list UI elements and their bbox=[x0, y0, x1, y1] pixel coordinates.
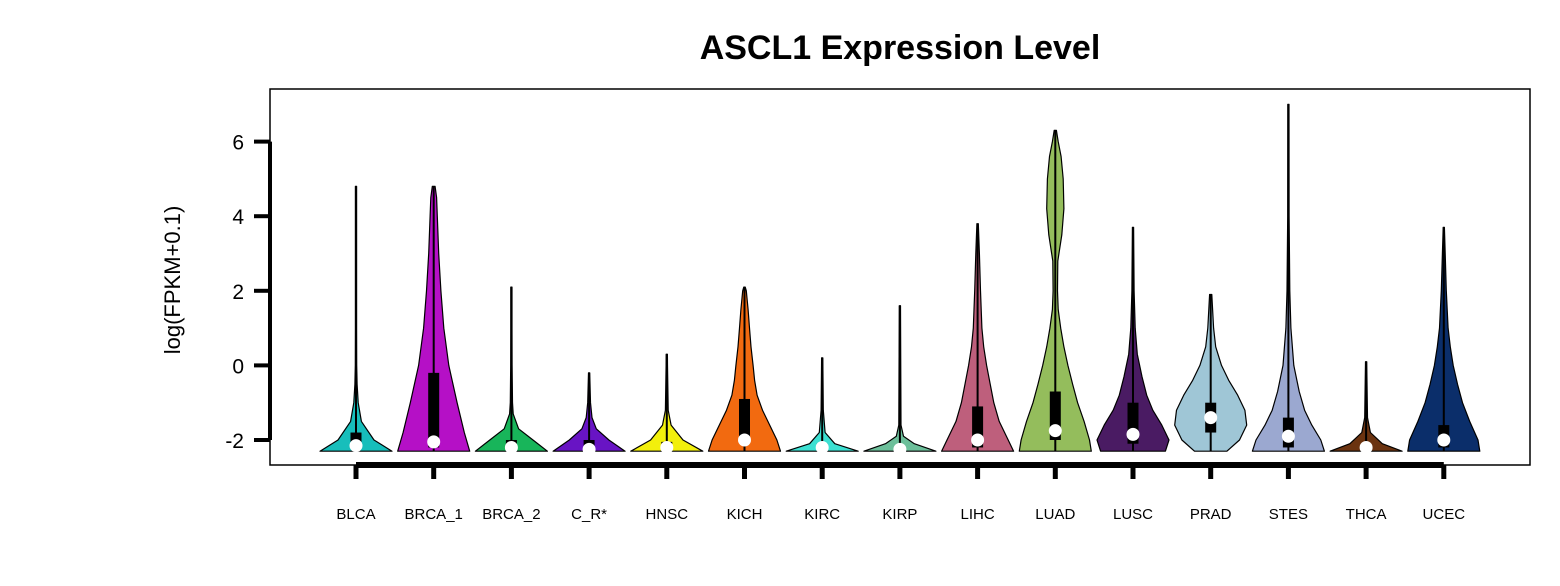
x-tick-label: THCA bbox=[1346, 506, 1387, 523]
violin-median bbox=[815, 440, 829, 454]
violin-box bbox=[428, 372, 440, 448]
violin-blca bbox=[319, 185, 393, 453]
y-tick-label: 6 bbox=[232, 132, 244, 155]
violin-median bbox=[1437, 433, 1451, 447]
y-axis: -2 0 2 4 6 bbox=[225, 132, 272, 453]
y-tick-label: 2 bbox=[232, 281, 244, 304]
violin-ucec bbox=[1407, 226, 1481, 452]
violin-median bbox=[1359, 440, 1373, 454]
y-tick-label: -2 bbox=[225, 430, 244, 453]
violin-stes bbox=[1251, 103, 1325, 452]
x-tick-label: KIRP bbox=[882, 506, 917, 523]
y-tick-label: 0 bbox=[232, 355, 244, 378]
violin-brca-2 bbox=[474, 286, 548, 454]
x-tick-label: HNSC bbox=[646, 506, 689, 523]
x-tick-label: LUAD bbox=[1035, 506, 1075, 523]
violin-box bbox=[972, 406, 984, 448]
violin-box bbox=[1127, 402, 1139, 444]
violin-median bbox=[738, 433, 751, 447]
x-tick-label: LUSC bbox=[1113, 506, 1153, 523]
violin-lusc bbox=[1096, 226, 1170, 452]
violin-median bbox=[349, 439, 363, 453]
violin-hnsc bbox=[630, 353, 704, 454]
x-tick-label: BRCA_1 bbox=[405, 506, 463, 523]
violin-c-r- bbox=[552, 372, 626, 456]
chart-title: ASCL1 Expression Level bbox=[700, 29, 1101, 67]
x-tick-label: KICH bbox=[727, 506, 763, 523]
violin-median bbox=[893, 442, 907, 456]
x-tick-label: PRAD bbox=[1190, 506, 1232, 523]
x-tick-label: KIRC bbox=[804, 506, 840, 523]
violin-luad bbox=[1018, 129, 1092, 452]
violin-thca bbox=[1329, 361, 1403, 454]
violins-group bbox=[319, 103, 1481, 456]
violin-median bbox=[427, 435, 441, 449]
y-tick-label: 4 bbox=[232, 206, 244, 229]
violin-brca-1 bbox=[397, 185, 471, 452]
x-tick-label: STES bbox=[1269, 506, 1308, 523]
x-tick-label: BRCA_2 bbox=[482, 506, 540, 523]
violin-median bbox=[660, 440, 674, 454]
x-axis: BLCA BRCA_1 BRCA_2 C_R* HNSC KICH KIRC KIRP LIHC… bbox=[336, 462, 1466, 523]
violin-box bbox=[1049, 391, 1061, 440]
violin-median bbox=[504, 440, 518, 454]
violin-kirc bbox=[785, 357, 859, 454]
violin-median bbox=[1126, 427, 1140, 441]
violin-median bbox=[1281, 429, 1295, 443]
violin-kich bbox=[707, 286, 782, 452]
violin-median bbox=[582, 442, 596, 456]
violin-lihc bbox=[941, 223, 1015, 452]
x-tick-label: LIHC bbox=[961, 506, 995, 523]
x-tick-label: C_R* bbox=[571, 506, 607, 523]
x-tick-label: UCEC bbox=[1423, 506, 1466, 523]
violin-median bbox=[1204, 411, 1218, 425]
x-tick-label: BLCA bbox=[336, 506, 375, 523]
violin-kirp bbox=[863, 305, 937, 456]
violin-prad bbox=[1174, 293, 1248, 452]
violin-median bbox=[971, 433, 985, 447]
y-axis-label: log(FPKM+0.1) bbox=[160, 206, 185, 355]
violin-box bbox=[739, 398, 750, 442]
violin-median bbox=[1048, 424, 1062, 438]
